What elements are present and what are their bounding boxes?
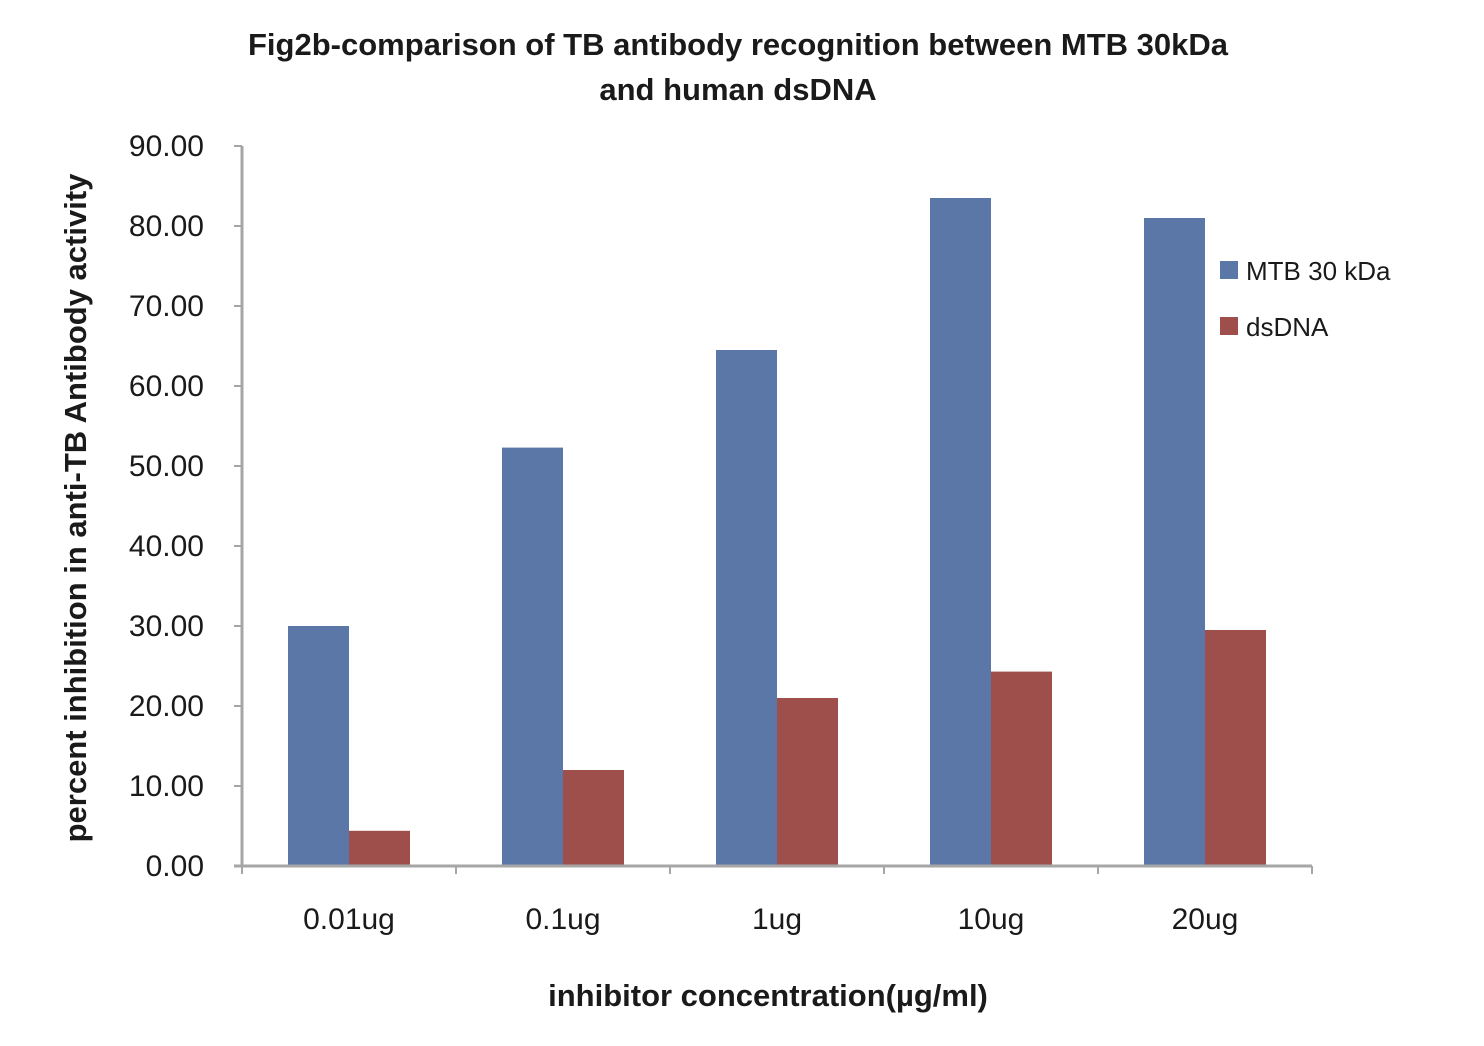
- x-ticks-group: 0.01ug 0.1ug 1ug 10ug 20ug: [241, 866, 1313, 936]
- y-axis-title: percent inhibition in anti-TB Antibody a…: [58, 173, 93, 843]
- bar-mtb-30-kda-1ug: [716, 350, 777, 866]
- legend-swatch: [1220, 317, 1238, 335]
- chart-title-line-2: and human dsDNA: [599, 72, 876, 107]
- legend-label: MTB 30 kDa: [1246, 256, 1391, 286]
- y-tick-label: 60.00: [129, 370, 204, 403]
- x-tick-label: 0.01ug: [303, 903, 395, 936]
- y-tick-label: 50.00: [129, 450, 204, 483]
- x-tick-label: 0.1ug: [525, 903, 600, 936]
- legend-swatch: [1220, 261, 1238, 279]
- bar-mtb-30-kda-0-01ug: [288, 626, 349, 866]
- bar-dsdna-20ug: [1205, 630, 1266, 866]
- x-tick-label: 10ug: [958, 903, 1025, 936]
- bar-mtb-30-kda-10ug: [930, 198, 991, 866]
- bar-mtb-30-kda-0-1ug: [502, 447, 563, 866]
- x-tick-label: 1ug: [752, 903, 802, 936]
- legend: MTB 30 kDa dsDNA: [1220, 256, 1391, 342]
- y-tick-label: 40.00: [129, 530, 204, 563]
- bar-dsdna-1ug: [777, 698, 838, 866]
- y-tick-label: 80.00: [129, 210, 204, 243]
- y-ticks-group: 0.00 10.00 20.00 30.00 40.00 50.00 60.00 70.00 8…: [129, 130, 242, 883]
- y-tick-label: 0.00: [146, 850, 204, 883]
- legend-label: dsDNA: [1246, 312, 1329, 342]
- y-tick-label: 20.00: [129, 690, 204, 723]
- bar-dsdna-10ug: [991, 671, 1052, 866]
- y-tick-label: 90.00: [129, 130, 204, 163]
- y-tick-label: 70.00: [129, 290, 204, 323]
- bar-mtb-30-kda-20ug: [1144, 218, 1205, 866]
- bar-dsdna-0-1ug: [563, 770, 624, 866]
- chart-title-line-1: Fig2b-comparison of TB antibody recognit…: [248, 27, 1229, 62]
- x-tick-label: 20ug: [1172, 903, 1239, 936]
- y-tick-label: 30.00: [129, 610, 204, 643]
- x-axis-title: inhibitor concentration(µg/ml): [548, 978, 988, 1013]
- y-tick-label: 10.00: [129, 770, 204, 803]
- bars-group: [288, 198, 1266, 866]
- axes-group: [234, 146, 1312, 868]
- bar-dsdna-0-01ug: [349, 830, 410, 866]
